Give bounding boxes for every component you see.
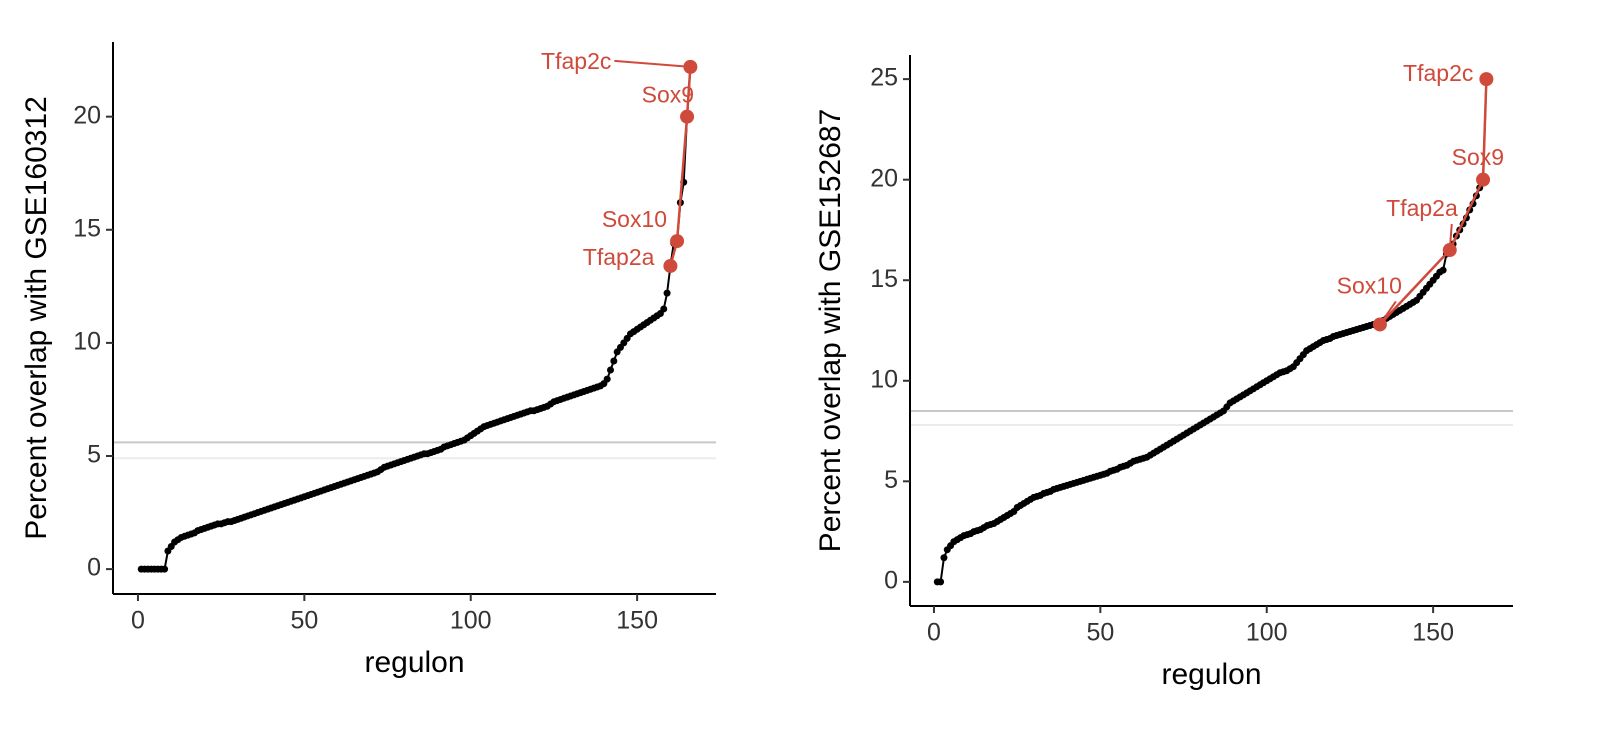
point-label: Sox9 (1452, 144, 1504, 170)
highlight-point (663, 258, 678, 273)
point (161, 565, 169, 573)
x-tick-label: 50 (1086, 619, 1114, 647)
panel: 0 5 10 15 20 0 50 100 150 regulon Percent overlap … (20, 42, 716, 679)
highlight-point (1476, 172, 1491, 187)
x-tick-label: 0 (131, 607, 145, 635)
point (660, 305, 668, 313)
highlight-line (669, 66, 692, 267)
point-label: Tfap2c (1403, 60, 1473, 86)
x-tick-label: 50 (290, 607, 318, 635)
highlight-line (1378, 79, 1488, 326)
point-label: Tfap2a (1386, 195, 1458, 221)
x-axis-label: regulon (1161, 658, 1261, 691)
label-leader (1448, 223, 1453, 251)
x-tick-label: 100 (450, 607, 492, 635)
x-tick-label: 150 (1412, 619, 1454, 647)
point (1439, 266, 1447, 274)
y-tick-label: 15 (73, 214, 101, 242)
x-axis-label: regulon (364, 646, 464, 679)
panel: 0 5 10 15 20 25 0 50 100 150 regulon Percent overla… (814, 55, 1513, 691)
y-tick-label: 20 (870, 164, 898, 192)
series-line (141, 66, 692, 571)
x-tick-label: 100 (1246, 619, 1288, 647)
y-tick-label: 0 (884, 566, 898, 594)
y-tick-label: 10 (870, 365, 898, 393)
point-label: Sox9 (642, 82, 694, 108)
highlight-point (680, 109, 695, 124)
point (603, 375, 611, 383)
x-tick-label: 150 (616, 607, 658, 635)
y-tick-label: 10 (73, 327, 101, 355)
point-label: Tfap2a (583, 244, 655, 270)
point-label: Tfap2c (541, 48, 611, 74)
y-tick-label: 5 (884, 466, 898, 494)
y-tick-label: 15 (870, 265, 898, 293)
y-tick-label: 0 (87, 554, 101, 582)
label-leader (1379, 300, 1397, 326)
point (663, 289, 671, 297)
point-label: Sox10 (1337, 273, 1402, 299)
y-tick-label: 5 (87, 441, 101, 469)
y-tick-label: 20 (73, 101, 101, 129)
point (940, 554, 948, 562)
highlight-point (670, 234, 685, 249)
label-leader (614, 59, 691, 68)
x-tick-label: 0 (927, 619, 941, 647)
point (610, 357, 618, 365)
point (607, 366, 615, 374)
y-tick-label: 25 (870, 64, 898, 92)
highlight-point (1479, 72, 1494, 87)
y-axis-label: Percent overlap with GSE160312 (20, 96, 53, 540)
point (937, 578, 945, 586)
y-axis-label: Percent overlap with GSE152687 (814, 109, 847, 553)
point-label: Sox10 (602, 206, 667, 232)
